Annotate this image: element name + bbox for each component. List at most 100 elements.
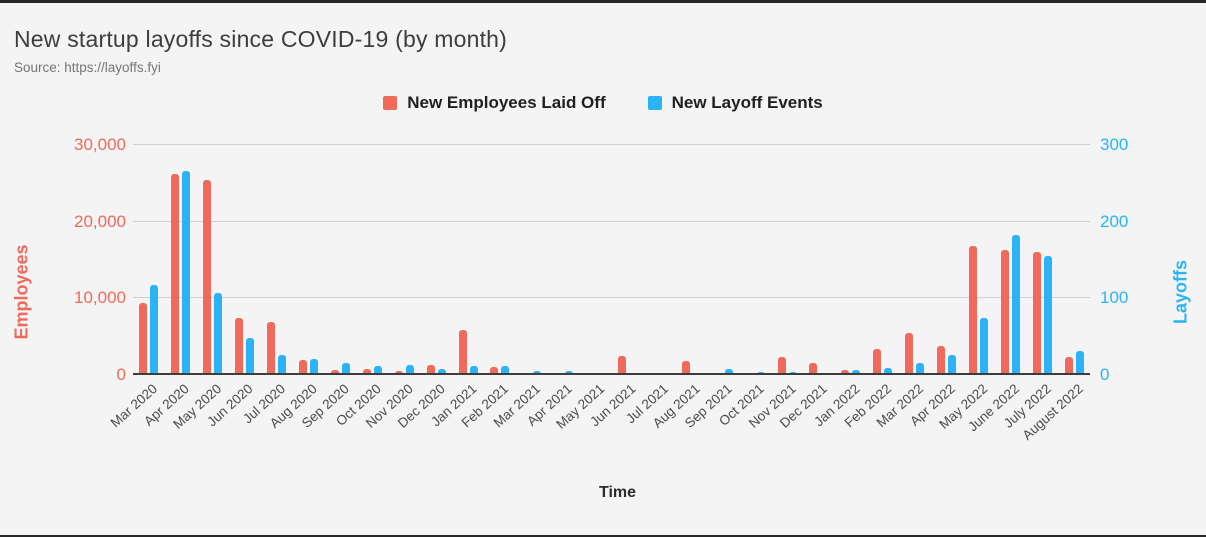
- bar-employees-laid-off: [426, 365, 435, 375]
- month-column: July 2022: [1001, 145, 1058, 431]
- bar-layoff-events: [948, 355, 957, 375]
- bar-layoff-events: [246, 338, 255, 375]
- month-column: Oct 2020: [333, 145, 388, 429]
- bar-layoff-events: [469, 365, 478, 375]
- bar-employees-laid-off: [937, 345, 946, 375]
- month-column: Dec 2020: [394, 145, 452, 431]
- month-column: Jun 2021: [588, 145, 644, 429]
- bar-employees-laid-off: [267, 322, 276, 375]
- month-column: Nov 2020: [363, 145, 420, 431]
- bar-layoff-events: [278, 355, 287, 375]
- bar-employees-laid-off: [873, 348, 882, 375]
- left-axis-tick-label: 0: [116, 365, 126, 384]
- bar-employees-laid-off: [618, 355, 627, 375]
- bar-employees-laid-off: [969, 246, 978, 375]
- bar-employees-laid-off: [298, 359, 307, 375]
- month-column: Feb 2022: [842, 145, 899, 430]
- bar-employees-laid-off: [905, 332, 914, 375]
- legend-label: New Employees Laid Off: [407, 93, 606, 112]
- legend-item-1: New Layoff Events: [647, 93, 823, 113]
- month-column: May 2021: [553, 145, 612, 432]
- bar-layoff-events: [1075, 350, 1084, 375]
- month-column: Feb 2021: [459, 145, 516, 430]
- bar-layoff-events: [341, 362, 350, 375]
- bar-employees-laid-off: [235, 317, 244, 375]
- bar-layoff-events: [724, 368, 733, 375]
- bar-employees-laid-off: [841, 369, 850, 375]
- bar-employees-laid-off: [1000, 250, 1009, 375]
- month-column: May 2020: [170, 145, 229, 432]
- month-column: August 2022: [1019, 145, 1090, 443]
- top-edge-strip: [0, 0, 1206, 3]
- left-axis-title: Employees: [11, 244, 32, 340]
- bar-employees-laid-off: [809, 362, 818, 375]
- left-axis-tick-label: 30,000: [74, 135, 126, 154]
- month-column: Jan 2022: [811, 145, 867, 429]
- bar-employees-laid-off: [490, 367, 499, 375]
- month-column: June 2022: [965, 145, 1026, 434]
- bar-employees-laid-off: [681, 361, 690, 375]
- plot-area: 0 0 10,000 100 20,000 200 30,000 300 Mar 2020 Apr…: [74, 136, 1128, 443]
- month-column: Sep 2020: [299, 145, 356, 431]
- month-column: Mar 2022: [874, 145, 931, 430]
- bar-employees-laid-off: [330, 369, 339, 375]
- legend-swatch-icon: [647, 96, 662, 110]
- bar-employees-laid-off: [1064, 356, 1073, 375]
- left-axis-tick-label: 20,000: [74, 211, 126, 231]
- x-axis-title: Time: [598, 484, 637, 501]
- bar-layoff-events: [501, 365, 510, 375]
- month-column: Jul 2020: [240, 145, 293, 426]
- month-column: Apr 2020: [141, 145, 197, 429]
- legend-swatch-icon: [383, 96, 398, 110]
- bar-layoff-events: [884, 368, 893, 375]
- bar-layoff-events: [309, 358, 318, 375]
- right-axis-tick-label: 200: [1100, 211, 1129, 231]
- legend: New Employees Laid Off New Layoff Events: [0, 93, 1206, 113]
- month-column: May 2022: [936, 145, 995, 432]
- bar-layoff-events: [916, 362, 925, 375]
- month-column: Sep 2021: [682, 145, 739, 431]
- bar-employees-laid-off: [203, 180, 212, 375]
- bar-layoff-events: [437, 368, 446, 375]
- left-axis-tick-label: 10,000: [74, 288, 126, 308]
- x-axis-baseline: [133, 373, 1090, 375]
- bar-layoff-events: [373, 365, 382, 375]
- month-column: Jan 2021: [428, 145, 484, 429]
- bar-employees-laid-off: [777, 357, 786, 375]
- month-column: Mar 2021: [491, 145, 548, 430]
- month-column: Jun 2020: [205, 145, 261, 429]
- month-column: Mar 2020: [108, 145, 165, 430]
- bar-employees-laid-off: [171, 174, 180, 375]
- month-column: Aug 2021: [650, 145, 707, 431]
- legend-item-0: New Employees Laid Off: [383, 93, 606, 113]
- bar-columns: Mar 2020 Apr 2020 May 2020 Jun 2020 Jul 2020…: [108, 145, 1090, 443]
- bar-employees-laid-off: [139, 302, 148, 375]
- month-column: Apr 2021: [524, 145, 580, 429]
- month-column: Dec 2021: [777, 145, 835, 431]
- bar-layoff-events: [182, 171, 191, 375]
- month-column: Jul 2021: [623, 145, 676, 426]
- right-axis-tick-label: 100: [1100, 288, 1129, 308]
- gridline: [133, 297, 1090, 299]
- right-axis-tick-label: 300: [1100, 135, 1129, 154]
- gridline: [133, 144, 1090, 145]
- bar-layoff-events: [1011, 234, 1020, 375]
- bar-layoff-events: [852, 369, 861, 375]
- legend-label: New Layoff Events: [671, 93, 823, 112]
- bar-layoff-events: [1043, 256, 1052, 375]
- bottom-edge-strip: [0, 535, 1206, 537]
- month-column: Oct 2021: [716, 145, 771, 429]
- month-column: Apr 2022: [907, 145, 963, 429]
- bar-layoff-events: [980, 318, 989, 375]
- right-axis-tick-label: 0: [1100, 365, 1110, 384]
- right-axis-title: Layoffs: [1170, 259, 1191, 325]
- chart-source: Source: https://layoffs.fyi: [14, 60, 161, 75]
- bar-layoff-events: [150, 284, 159, 375]
- bar-employees-laid-off: [458, 329, 467, 375]
- month-column: Aug 2020: [267, 145, 325, 431]
- month-column: Nov 2021: [745, 145, 803, 431]
- gridline: [133, 220, 1090, 222]
- bar-layoff-events: [405, 365, 414, 375]
- bar-layoff-events: [214, 293, 223, 375]
